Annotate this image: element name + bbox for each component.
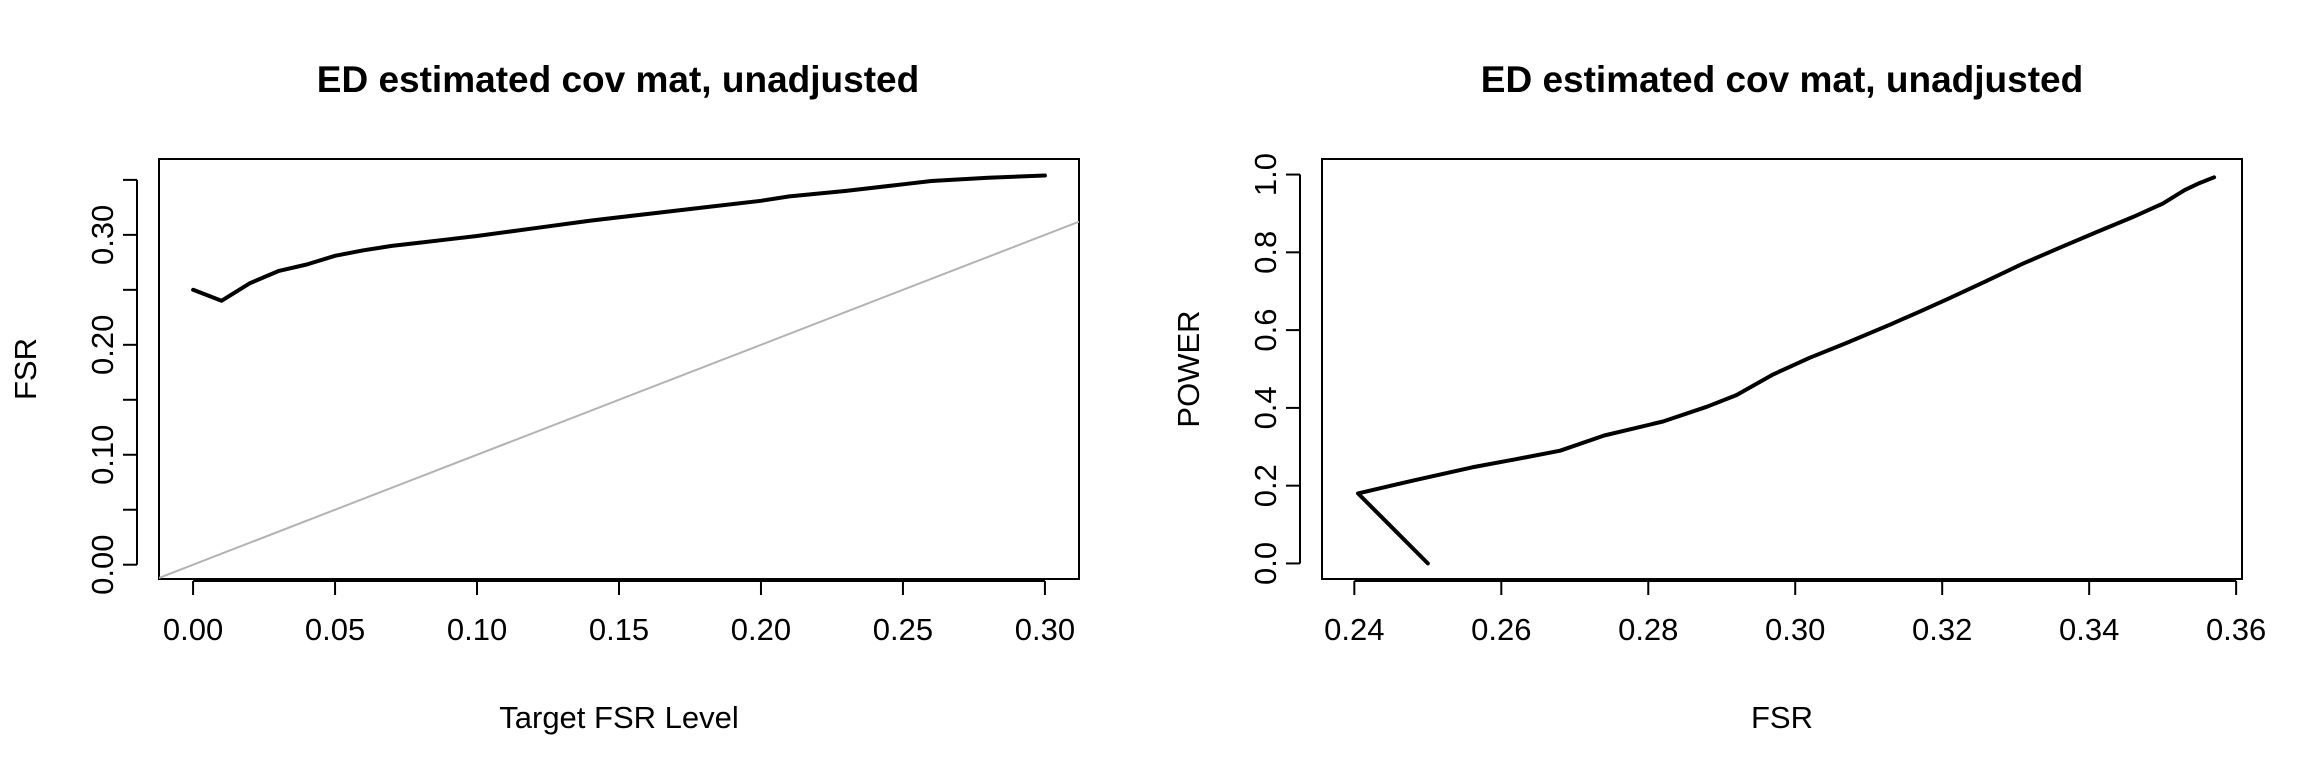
y-axis-left: 0.00 0.10 0.20 0.30	[85, 178, 138, 595]
y-axis-right: 0.0 0.2 0.4 0.6 0.8 1.0	[1248, 153, 1301, 585]
plot-frame-left	[158, 158, 1080, 580]
plot-frame-right	[1321, 158, 2243, 580]
x-tick-label: 0.30	[1015, 612, 1075, 647]
x-tick-label: 0.20	[731, 612, 791, 647]
plot-clip-group	[159, 173, 1079, 579]
x-tick-label: 0.34	[2059, 612, 2119, 647]
x-tick-label: 0.25	[873, 612, 933, 647]
chart-title-left: ED estimated cov mat, unadjusted	[317, 59, 919, 100]
series-line	[191, 173, 1047, 303]
y-tick-label: 0.30	[85, 205, 120, 265]
chart-title-right: ED estimated cov mat, unadjusted	[1481, 59, 2083, 100]
x-tick-label: 0.30	[1765, 612, 1825, 647]
y-tick-label: 0.00	[85, 535, 120, 595]
plot-area-right	[1356, 175, 2217, 566]
x-tick-label: 0.28	[1618, 612, 1678, 647]
y-axis-title-left: FSR	[8, 338, 43, 400]
y-tick-label: 0.8	[1248, 231, 1283, 274]
x-tick-label: 0.10	[447, 612, 507, 647]
x-tick-label: 0.32	[1912, 612, 1972, 647]
y-tick-label: 0.4	[1248, 386, 1283, 429]
y-tick-label: 0.6	[1248, 309, 1283, 352]
y-tick-label: 0.10	[85, 425, 120, 485]
y-tick-label: 0.0	[1248, 542, 1283, 585]
y-tick-label: 0.20	[85, 315, 120, 375]
plot-area-left	[159, 173, 1079, 579]
x-axis-title-left: Target FSR Level	[499, 700, 739, 735]
x-axis-right: 0.24 0.26 0.28 0.30 0.32 0.34 0.36	[1324, 580, 2266, 647]
x-tick-label: 0.00	[163, 612, 223, 647]
y-tick-label: 0.2	[1248, 464, 1283, 507]
x-tick-label: 0.15	[589, 612, 649, 647]
x-axis-left: 0.00 0.05 0.10 0.15 0.20 0.25 0.30	[163, 580, 1075, 647]
reference-line	[159, 220, 1079, 579]
series-line	[1356, 175, 2217, 566]
x-tick-label: 0.36	[2206, 612, 2266, 647]
x-tick-label: 0.24	[1324, 612, 1384, 647]
x-tick-label: 0.26	[1471, 612, 1531, 647]
x-tick-label: 0.05	[305, 612, 365, 647]
plot-clip-group	[1356, 175, 2217, 566]
y-axis-title-right: POWER	[1171, 310, 1206, 427]
x-axis-title-right: FSR	[1751, 700, 1813, 735]
y-tick-label: 1.0	[1248, 153, 1283, 196]
chart-panel-left: ED estimated cov mat, unadjusted 0.00 0.0…	[8, 59, 1080, 735]
chart-panel-right: ED estimated cov mat, unadjusted 0.24 0.2…	[1171, 59, 2266, 735]
